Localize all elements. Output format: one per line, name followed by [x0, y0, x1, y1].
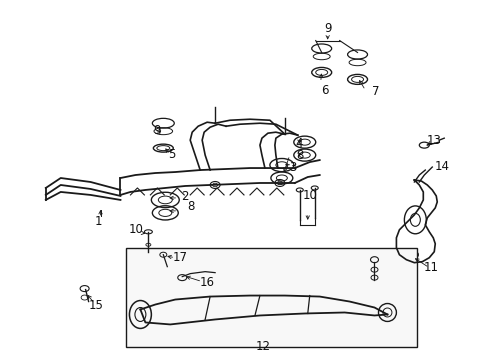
Text: 4: 4: [294, 137, 302, 150]
Text: 7: 7: [371, 85, 379, 98]
Text: 8: 8: [296, 149, 303, 162]
Text: 8: 8: [187, 201, 195, 213]
Text: 2: 2: [181, 190, 188, 203]
Text: 9: 9: [153, 124, 161, 137]
Text: 11: 11: [423, 261, 438, 274]
Text: 9: 9: [323, 22, 331, 35]
Text: 3: 3: [288, 161, 296, 174]
Text: 16: 16: [199, 276, 214, 289]
Text: 6: 6: [320, 84, 328, 97]
Bar: [126, 248, 416, 347]
Text: 5: 5: [168, 148, 176, 161]
Text: 10: 10: [129, 223, 143, 236]
Text: 17: 17: [172, 251, 187, 264]
Text: 14: 14: [434, 159, 449, 172]
Text: 12: 12: [255, 340, 270, 353]
Text: 15: 15: [89, 299, 104, 312]
Text: 13: 13: [426, 134, 441, 147]
Text: 10: 10: [302, 189, 317, 202]
Text: 1: 1: [95, 215, 102, 228]
